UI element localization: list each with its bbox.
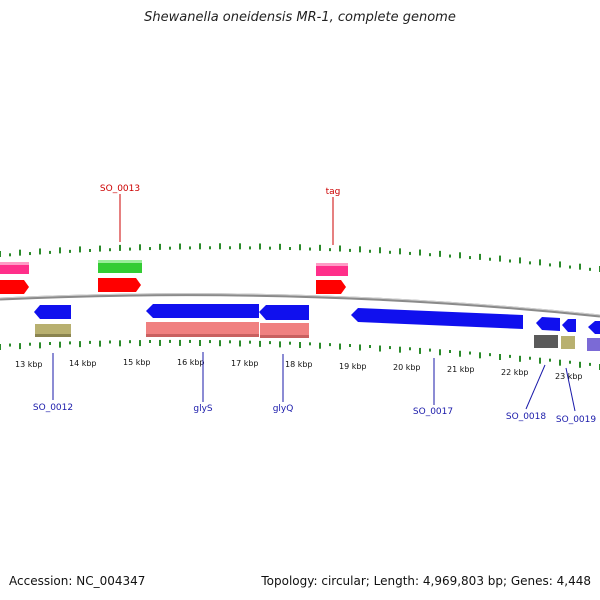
cds-reverse-arrow[interactable]: [351, 308, 523, 329]
gene-olive-feature[interactable]: [35, 324, 71, 337]
gene-salmon-feature[interactable]: [146, 334, 259, 337]
scale-label: 16 kbp: [177, 358, 205, 367]
gene-olive-feature[interactable]: [561, 336, 575, 349]
cds-reverse-arrow[interactable]: [259, 305, 309, 320]
tick-marks: [0, 243, 600, 370]
cds-reverse-arrow[interactable]: [34, 305, 71, 319]
gene-label-so-0017[interactable]: SO_0017: [413, 407, 453, 417]
cds-forward-arrow[interactable]: [316, 280, 346, 294]
cds-reverse-arrow[interactable]: [588, 321, 600, 334]
scale-label: 17 kbp: [231, 359, 259, 368]
cds-forward-arrow[interactable]: [98, 278, 141, 292]
gene-label-so-0018[interactable]: SO_0018: [506, 412, 546, 422]
gene-label-tag[interactable]: tag: [326, 187, 341, 197]
reverse-features: [34, 304, 600, 351]
genome-backbone: [0, 293, 600, 318]
cds-forward-arrow[interactable]: [0, 280, 29, 294]
genome-summary-text: Topology: circular; Length: 4,969,803 bp…: [261, 574, 591, 588]
cds-reverse-arrow[interactable]: [146, 304, 259, 318]
gene-green-feature[interactable]: [98, 260, 142, 263]
gene-labels-bottom: SO_0012 glyS glyQ SO_0017 SO_0018 SO_001…: [33, 352, 596, 425]
scale-label: 22 kbp: [501, 368, 529, 377]
scale-label: 18 kbp: [285, 360, 313, 369]
scale-labels: 13 kbp 14 kbp 15 kbp 16 kbp 17 kbp 18 kb…: [15, 358, 583, 381]
cds-reverse-arrow[interactable]: [562, 319, 576, 332]
gene-magenta-feature[interactable]: [0, 262, 29, 265]
gene-salmon-feature[interactable]: [146, 322, 259, 336]
forward-features: [0, 260, 348, 294]
gene-label-glyq[interactable]: glyQ: [273, 404, 294, 414]
scale-label: 19 kbp: [339, 362, 367, 371]
scale-label: 14 kbp: [69, 359, 97, 368]
gene-salmon-feature[interactable]: [260, 335, 309, 338]
gene-magenta-feature[interactable]: [316, 263, 348, 266]
genome-backbone-highlight: [0, 293, 600, 316]
gene-label-so-0013[interactable]: SO_0013: [100, 184, 140, 194]
gene-magenta-feature[interactable]: [316, 263, 348, 276]
gene-labels-top: SO_0013 tag: [100, 184, 340, 245]
gene-purple-feature[interactable]: [587, 338, 600, 351]
gene-label-so-0019[interactable]: SO_0019: [556, 415, 596, 425]
accession-text: Accession: NC_004347: [9, 574, 146, 588]
gene-olive-feature[interactable]: [35, 334, 71, 337]
gene-green-feature[interactable]: [98, 260, 142, 273]
label-leader-line: [565, 367, 576, 412]
gene-salmon-feature[interactable]: [260, 323, 309, 337]
cds-reverse-arrow[interactable]: [536, 317, 560, 331]
scale-label: 23 kbp: [555, 372, 583, 381]
scale-label: 21 kbp: [447, 365, 475, 374]
gene-gray-feature[interactable]: [534, 335, 558, 348]
gene-label-so-0012[interactable]: SO_0012: [33, 403, 73, 413]
map-title: Shewanella oneidensis MR-1, complete gen…: [144, 10, 456, 25]
label-leader-line: [525, 364, 546, 410]
gene-label-glys[interactable]: glyS: [193, 404, 213, 414]
scale-label: 15 kbp: [123, 358, 151, 367]
scale-label: 13 kbp: [15, 360, 43, 369]
scale-label: 20 kbp: [393, 363, 421, 372]
